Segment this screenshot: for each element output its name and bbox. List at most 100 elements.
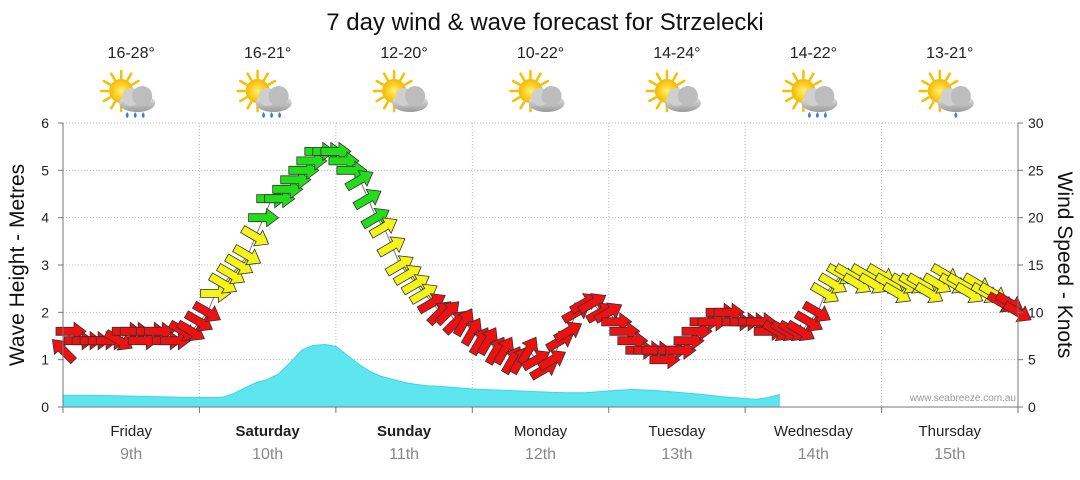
raindrop-icon [262,112,266,118]
wind-arrow [476,327,499,357]
wind-arrow [215,262,246,285]
sun-ray [928,72,935,81]
cloud-puff [405,86,426,106]
weather-icon-partly-cloudy-showers [782,69,838,118]
weather-icon-partly-cloudy [372,69,429,113]
sun-ray [676,79,686,86]
day-date: 15th [934,446,965,463]
sun-ray [921,96,930,103]
wind-arrow [320,141,352,162]
wind-arrow [1002,300,1032,323]
raindrop-icon [823,112,827,118]
wind-arrow [593,302,623,324]
cloud-puff [268,86,289,106]
sun-ray [540,79,550,86]
cloud-puff [950,86,971,106]
sun-ray [921,79,930,86]
sun-ray [399,72,406,81]
right-tick-label: 10 [1028,304,1044,320]
wind-arrow [368,217,398,239]
wind-arrow [793,310,823,332]
wind-arrow [143,321,175,342]
raindrop-icon [125,112,129,118]
wind-arrow [392,264,422,287]
sun-ray [102,79,112,86]
weather-icon-partly-cloudy-rain [918,69,974,118]
sun-ray [784,96,794,103]
sun-ray [655,72,662,81]
day-date: 14th [798,446,829,463]
day-name: Friday [110,423,152,440]
wind-speed-line [62,150,1019,370]
wind-arrow [296,151,328,171]
left-tick-label: 1 [41,352,49,368]
wind-arrow [119,321,151,342]
weather-icons [99,69,974,118]
temperature-label: 16-28° [108,45,155,62]
left-tick-label: 3 [41,257,49,273]
wind-arrow [536,349,567,372]
sun-ray [519,72,526,81]
wind-arrow [617,330,649,351]
wind-arrow [159,330,192,351]
wind-arrow [882,281,912,304]
wind-arrow [272,179,304,200]
wind-arrow [609,321,641,342]
day-date: 13th [661,446,692,463]
wind-arrow [288,160,320,181]
cloud-puff [677,86,698,106]
left-tick-label: 0 [41,399,49,415]
wind-arrow [641,340,673,361]
left-tick-label: 4 [41,210,49,226]
wind-arrow [400,274,430,296]
temperature-labels: 16-28° 16-21° 12-20° 10-22° 14-24° 14-22° 13-2… [108,45,974,62]
wind-arrow [191,300,222,323]
sun-ray [784,79,794,86]
day-date: 12th [525,446,556,463]
left-axis-ticks: 0 1 2 3 4 5 6 [41,115,63,415]
wind-arrow [264,188,296,209]
wind-arrow [673,330,705,351]
sun-ray [928,101,935,110]
sun-ray [239,96,248,103]
wind-arrow [809,281,839,304]
right-tick-label: 0 [1028,399,1036,415]
temperature-label: 16-21° [244,45,291,62]
wind-arrow [384,255,414,277]
sun-ray [126,72,133,81]
left-axis-label: Wave Height - Metres [6,164,29,366]
sun-ray [511,79,521,86]
wind-arrow [817,272,847,294]
wind-arrow [553,321,583,343]
wind-arrow [914,281,944,304]
sun-ray [519,101,526,110]
weather-icon-partly-cloudy [509,69,565,113]
left-tick-label: 6 [41,115,49,131]
day-name: Monday [514,423,568,440]
right-tick-label: 25 [1028,162,1044,178]
sun-ray [102,96,112,103]
weather-icon-partly-cloudy [645,69,701,113]
wave-height-fill [62,343,780,408]
wind-arrow [460,317,483,347]
wind-arrow [665,340,697,361]
right-tick-label: 20 [1028,210,1044,226]
wind-arrow [200,283,232,304]
wind-arrow [416,293,446,315]
sun-ray [109,72,116,81]
sun-ray [511,96,521,103]
wind-arrow [175,319,205,342]
day-name: Wednesday [774,423,853,440]
right-tick-label: 15 [1028,257,1044,273]
raindrop-icon [954,112,958,118]
wind-arrow [801,300,831,323]
sun-ray [404,79,413,86]
wind-arrow [376,236,406,258]
temperature-label: 14-22° [790,45,837,62]
raindrop-icon [270,112,274,118]
sun-ray [648,79,657,86]
wind-arrow [577,293,607,315]
raindrop-icon [133,112,137,118]
wind-arrow [232,243,262,266]
